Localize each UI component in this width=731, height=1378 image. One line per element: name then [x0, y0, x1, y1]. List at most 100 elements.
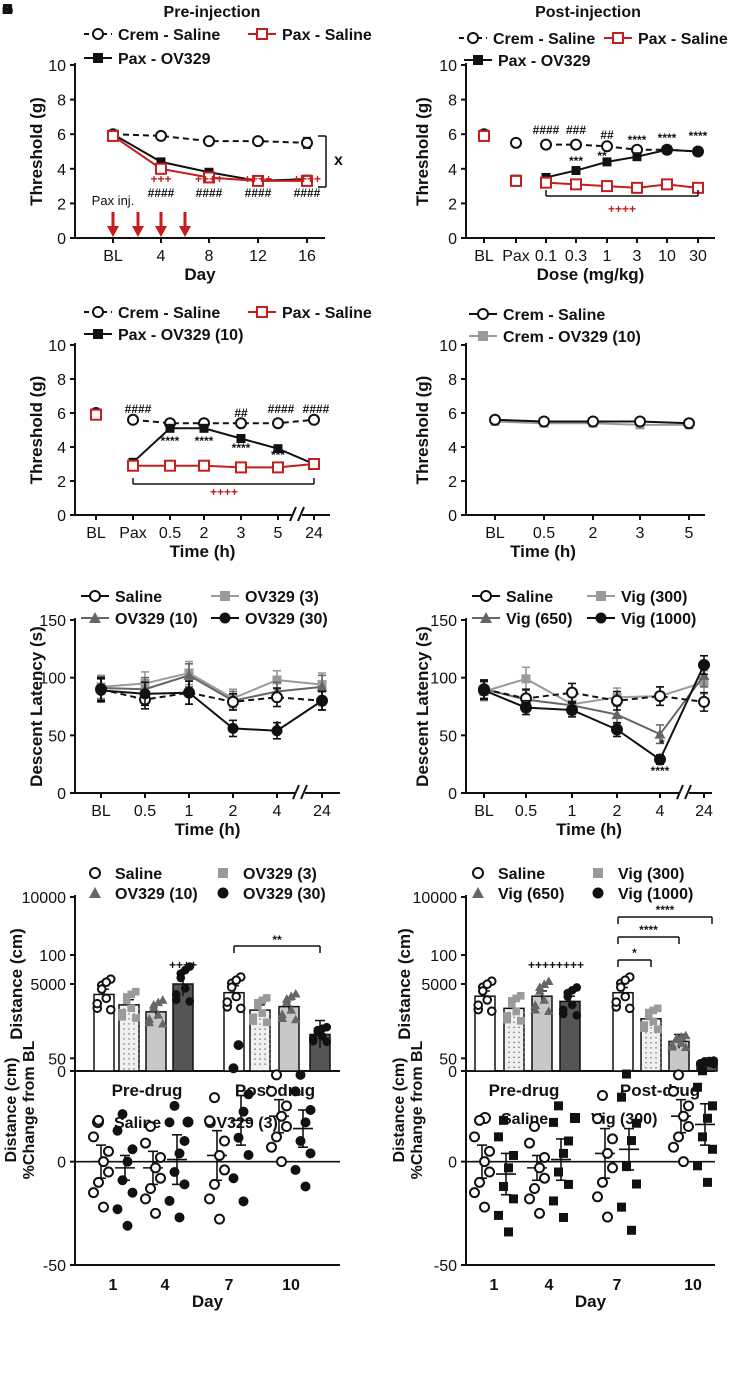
data-point	[503, 1012, 512, 1020]
x-axis-label: Dose (mg/kg)	[537, 265, 645, 284]
bracket-label: ++++	[608, 202, 636, 216]
bar-texture-dot	[523, 1026, 525, 1029]
data-point	[317, 1024, 327, 1033]
data-point	[127, 1004, 136, 1012]
legend-marker	[595, 612, 607, 624]
data-point	[509, 1150, 518, 1160]
legend-marker	[182, 1116, 194, 1128]
bar-texture-dot	[650, 1037, 652, 1039]
x-tick-label: BL	[485, 525, 505, 542]
y-axis-label: Threshold (g)	[413, 376, 432, 485]
data-point	[703, 1177, 712, 1187]
x-tick-label: 2	[589, 525, 598, 542]
legend-marker	[477, 308, 489, 320]
data-point	[238, 1106, 249, 1117]
bar-texture-dot	[513, 1046, 515, 1049]
data-point	[308, 413, 320, 426]
data-point	[90, 408, 102, 421]
bar-texture-dot	[269, 1028, 271, 1030]
bar-texture-dot	[650, 1067, 652, 1069]
data-point	[512, 994, 521, 1003]
bar-texture-dot	[254, 1058, 256, 1060]
data-point	[253, 1002, 262, 1010]
bar-texture-dot	[523, 1036, 525, 1039]
legend-marker	[472, 867, 484, 879]
bar-texture-dot	[518, 1061, 520, 1064]
bar-texture-dot	[128, 1038, 130, 1040]
legend-label: Vig (300)	[621, 589, 687, 606]
legend-label: Vig (300)	[618, 866, 684, 883]
data-point	[597, 1090, 608, 1102]
bar-texture-dot	[128, 1023, 130, 1025]
bar-texture-dot	[128, 1018, 130, 1020]
legend-marker	[92, 28, 104, 40]
data-point	[534, 1207, 545, 1219]
y-tick-label: 2	[57, 474, 66, 491]
x-tick-label: 4	[157, 248, 166, 265]
data-point	[281, 997, 292, 1006]
data-point	[198, 459, 210, 472]
x-tick-label: Pax	[502, 248, 530, 265]
significance-label: ++++	[528, 958, 556, 972]
data-point	[615, 982, 626, 993]
data-point	[272, 675, 282, 685]
data-point	[632, 152, 642, 162]
bar-texture-dot	[523, 1056, 525, 1059]
bar-texture-dot	[645, 1032, 647, 1034]
bar-texture-dot	[650, 1032, 652, 1034]
data-point	[118, 1009, 127, 1017]
bar-texture-dot	[259, 1038, 261, 1040]
bar-texture-dot	[518, 1041, 520, 1044]
data-point	[671, 1034, 682, 1044]
data-point	[473, 1000, 484, 1010]
data-point	[164, 1117, 175, 1128]
panel-letter: B	[2, 1, 13, 18]
data-point	[632, 1179, 641, 1189]
data-point	[489, 413, 501, 426]
series-line	[483, 688, 705, 703]
data-point	[602, 1147, 613, 1159]
axis-break-gap	[292, 507, 302, 523]
data-point	[477, 986, 488, 996]
data-point	[88, 1187, 99, 1199]
y-tick-label: 0	[57, 1064, 66, 1081]
data-point	[654, 690, 666, 703]
significance-label: ****	[628, 133, 647, 147]
bar-texture-dot	[254, 1043, 256, 1045]
y-tick-label: 8	[57, 93, 66, 110]
data-point	[171, 990, 181, 999]
bar-texture-dot	[650, 1047, 652, 1049]
legend-label: Crem - OV329 (10)	[503, 329, 641, 346]
data-point	[118, 1012, 127, 1021]
bar-texture-dot	[138, 1008, 140, 1010]
bar-texture-dot	[518, 1036, 520, 1039]
data-point	[140, 1137, 151, 1149]
data-point	[117, 1109, 128, 1120]
bar-texture-dot	[123, 1038, 125, 1040]
bar-texture-dot	[128, 1028, 130, 1030]
data-point	[649, 1017, 658, 1026]
legend-marker	[89, 612, 101, 623]
data-point	[258, 996, 267, 1005]
data-point	[482, 979, 493, 990]
y-tick-label: 4	[448, 162, 457, 179]
legend-label: Vig (650)	[498, 886, 564, 903]
x-tick-label: 24	[313, 803, 331, 820]
x-tick-label: 10	[282, 1277, 300, 1294]
series-line	[132, 418, 315, 425]
bar-texture-dot	[650, 1057, 652, 1059]
bar-texture-dot	[254, 1028, 256, 1030]
data-point	[214, 1213, 225, 1225]
data-point	[219, 1164, 230, 1176]
data-point	[266, 1141, 277, 1153]
bar-texture-dot	[133, 1063, 135, 1065]
y-tick-label: 10	[439, 58, 457, 75]
bar-texture-dot	[269, 1063, 271, 1065]
x-tick-label: BL	[86, 525, 106, 542]
bar-texture-dot	[133, 1048, 135, 1050]
bar-texture-dot	[269, 1053, 271, 1055]
data-point	[478, 129, 490, 142]
y-tick-label: 0	[57, 1155, 66, 1172]
bar-texture-dot	[513, 1016, 515, 1019]
bar-texture-dot	[264, 1033, 266, 1035]
